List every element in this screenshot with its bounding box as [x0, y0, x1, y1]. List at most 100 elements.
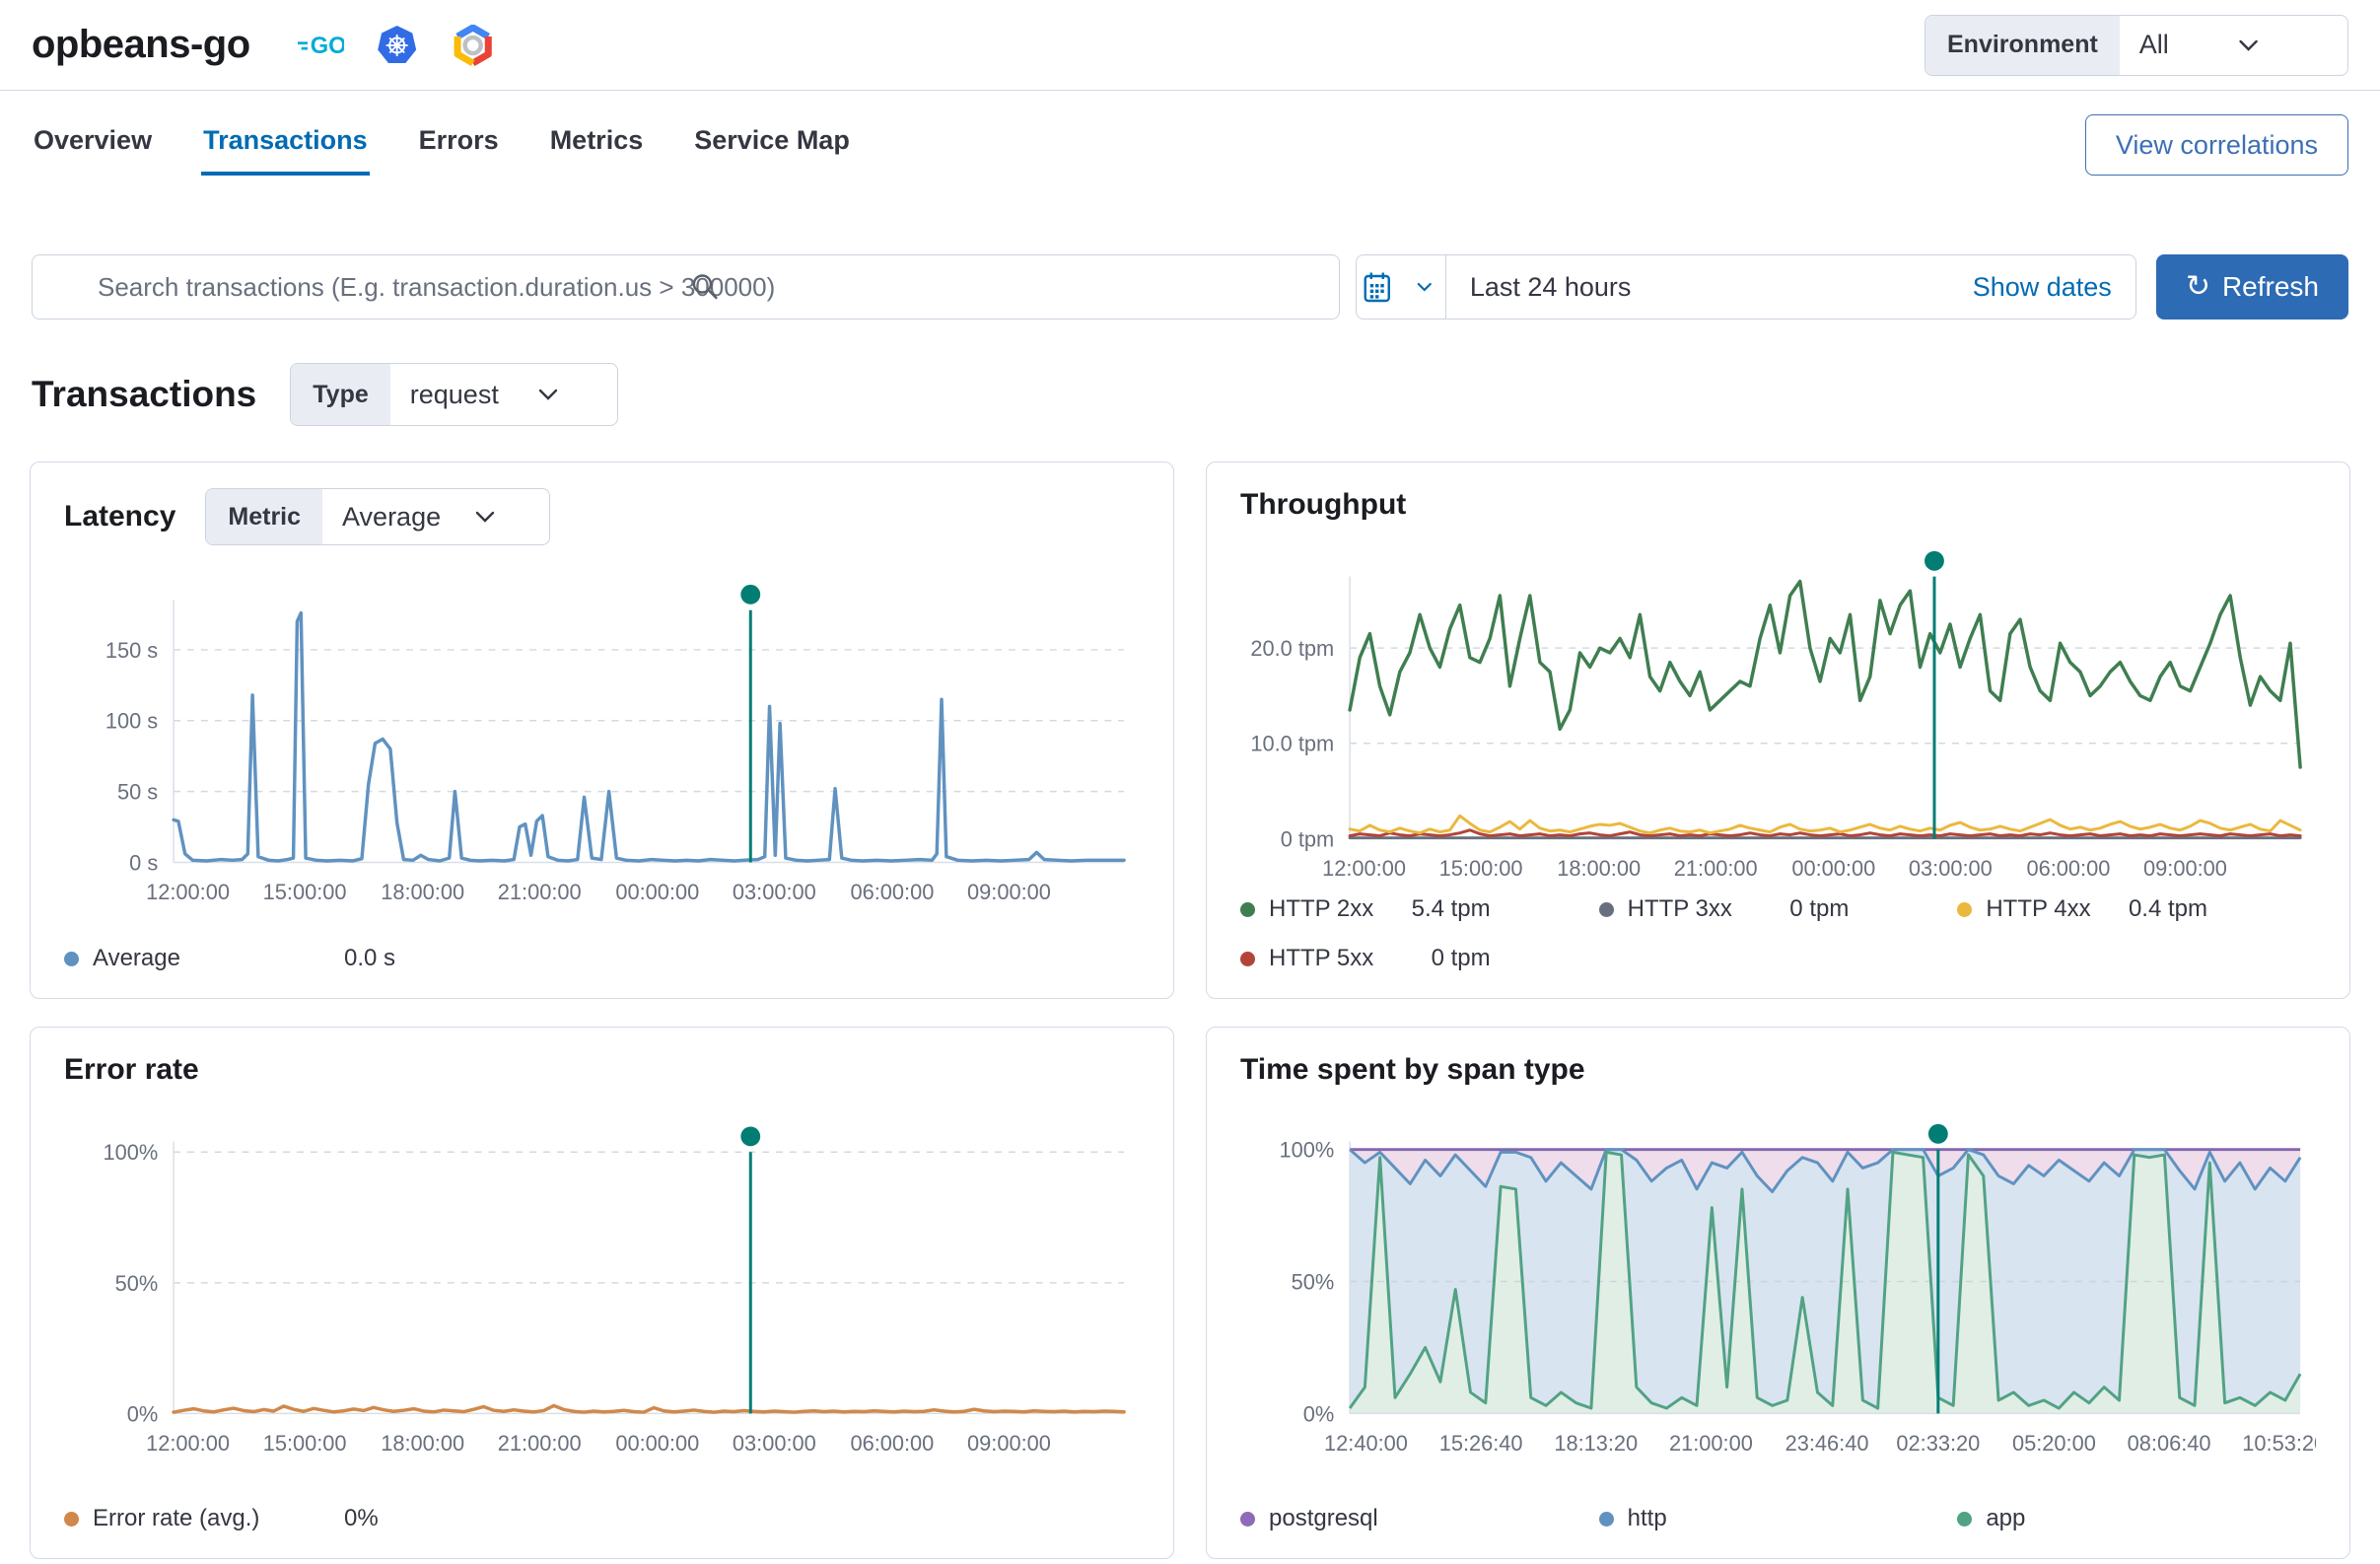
- svg-text:0%: 0%: [127, 1401, 159, 1426]
- legend-item[interactable]: Error rate (avg.) 0%: [64, 1505, 379, 1532]
- svg-text:06:00:00: 06:00:00: [850, 880, 934, 904]
- series-dot: [1957, 1511, 1973, 1527]
- refresh-icon: ↻: [2185, 269, 2210, 304]
- chevron-down-icon: [2239, 39, 2258, 51]
- error-rate-title: Error rate: [64, 1053, 199, 1086]
- tab-overview[interactable]: Overview: [34, 124, 153, 155]
- svg-text:23:46:40: 23:46:40: [1785, 1431, 1869, 1456]
- legend-item[interactable]: Average 0.0 s: [64, 945, 395, 972]
- svg-text:09:00:00: 09:00:00: [2143, 856, 2227, 881]
- svg-text:100%: 100%: [103, 1140, 158, 1165]
- transactions-heading-row: Transactions Type request: [32, 363, 2348, 426]
- tab-service-map[interactable]: Service Map: [694, 124, 850, 155]
- svg-text:15:00:00: 15:00:00: [263, 880, 347, 904]
- svg-text:00:00:00: 00:00:00: [615, 880, 699, 904]
- legend-item[interactable]: HTTP 2xx 5.4 tpm: [1240, 895, 1599, 923]
- legend-item[interactable]: postgresql: [1240, 1505, 1599, 1532]
- time-spent-title: Time spent by span type: [1240, 1053, 1585, 1086]
- service-agent-icons: GO: [297, 24, 497, 67]
- time-range-field[interactable]: Last 24 hours Show dates: [1445, 254, 2136, 320]
- svg-text:06:00:00: 06:00:00: [850, 1431, 934, 1456]
- environment-label: Environment: [1925, 15, 2120, 75]
- svg-text:15:00:00: 15:00:00: [1439, 856, 1523, 881]
- svg-text:03:00:00: 03:00:00: [733, 880, 816, 904]
- environment-selector[interactable]: Environment All: [1925, 14, 2348, 76]
- svg-text:18:00:00: 18:00:00: [1557, 856, 1641, 881]
- svg-text:06:00:00: 06:00:00: [2026, 856, 2110, 881]
- go-icon: GO: [297, 34, 344, 59]
- series-dot: [1598, 1511, 1614, 1527]
- svg-text:0%: 0%: [1303, 1401, 1335, 1426]
- type-label: Type: [291, 364, 390, 425]
- chevron-down-icon: [1417, 282, 1433, 292]
- svg-text:21:00:00: 21:00:00: [1674, 856, 1758, 881]
- latency-legend: Average 0.0 s: [64, 945, 1140, 972]
- legend-item[interactable]: HTTP 4xx 0.4 tpm: [1957, 895, 2316, 923]
- svg-text:18:13:20: 18:13:20: [1554, 1431, 1638, 1456]
- app-header: opbeans-go GO Environment: [0, 0, 2380, 91]
- legend-item[interactable]: HTTP 3xx 0 tpm: [1598, 895, 1958, 923]
- svg-text:18:00:00: 18:00:00: [381, 880, 464, 904]
- environment-value: All: [2138, 30, 2169, 59]
- chevron-down-icon: [475, 511, 495, 523]
- view-correlations-button[interactable]: View correlations: [2084, 114, 2348, 176]
- series-dot: [64, 951, 79, 966]
- search-input[interactable]: [32, 254, 1340, 320]
- legend-item[interactable]: http: [1598, 1505, 1958, 1532]
- throughput-legend: HTTP 2xx 5.4 tpm HTTP 3xx 0 tpm HTTP 4xx…: [1240, 895, 2316, 972]
- svg-text:12:00:00: 12:00:00: [146, 880, 230, 904]
- latency-metric-select[interactable]: Metric Average: [205, 488, 551, 545]
- svg-text:50%: 50%: [115, 1271, 159, 1296]
- refresh-button[interactable]: ↻ Refresh: [2155, 254, 2348, 320]
- svg-text:21:00:00: 21:00:00: [1669, 1431, 1753, 1456]
- error-rate-chart[interactable]: 0% 50% 100% 12:00:00 15:00:00 18:00:00 21:00:0…: [64, 1101, 1140, 1462]
- svg-text:21:00:00: 21:00:00: [498, 880, 582, 904]
- svg-text:00:00:00: 00:00:00: [615, 1431, 699, 1456]
- series-dot: [1240, 1511, 1255, 1527]
- transaction-type-select[interactable]: Type request: [290, 363, 618, 426]
- tab-errors[interactable]: Errors: [418, 124, 499, 155]
- svg-text:150 s: 150 s: [105, 638, 158, 663]
- time-range-value: Last 24 hours: [1469, 271, 1632, 302]
- svg-text:GO: GO: [310, 34, 344, 59]
- latency-title: Latency: [64, 500, 176, 533]
- time-spent-panel: Time spent by span type 0% 50% 100% 12:40:0…: [1206, 1027, 2350, 1559]
- svg-text:08:06:40: 08:06:40: [2128, 1431, 2211, 1456]
- legend-item[interactable]: HTTP 5xx 0 tpm: [1240, 945, 1599, 972]
- svg-text:12:40:00: 12:40:00: [1324, 1431, 1408, 1456]
- page-title: Transactions: [32, 374, 257, 414]
- filter-bar: Last 24 hours Show dates ↻ Refresh: [32, 254, 2348, 320]
- svg-text:0 s: 0 s: [129, 850, 158, 875]
- error-rate-panel: Error rate 0% 50% 100% 12:00:00 15:00:00 18:0…: [30, 1027, 1174, 1559]
- tab-transactions[interactable]: Transactions: [201, 115, 370, 176]
- calendar-button[interactable]: [1355, 254, 1446, 320]
- svg-text:21:00:00: 21:00:00: [498, 1431, 582, 1456]
- svg-text:10.0 tpm: 10.0 tpm: [1250, 732, 1334, 756]
- svg-text:100%: 100%: [1279, 1138, 1334, 1163]
- calendar-icon: [1364, 272, 1390, 303]
- search-icon: [692, 274, 718, 300]
- chevron-down-icon: [538, 389, 557, 400]
- legend-item[interactable]: app: [1957, 1505, 2316, 1532]
- throughput-title: Throughput: [1240, 488, 1407, 521]
- svg-text:03:00:00: 03:00:00: [733, 1431, 816, 1456]
- series-dot: [1240, 951, 1255, 966]
- throughput-chart[interactable]: 0 tpm 10.0 tpm 20.0 tpm 12:00:00 15:00:00 18:…: [1240, 535, 2316, 888]
- kubernetes-icon: [378, 25, 417, 63]
- svg-text:00:00:00: 00:00:00: [1791, 856, 1875, 881]
- time-spent-legend: postgresql http app: [1240, 1505, 2316, 1532]
- time-spent-chart[interactable]: 0% 50% 100% 12:40:00 15:26:40 18:13:20 21:00:0…: [1240, 1101, 2316, 1462]
- show-dates-link[interactable]: Show dates: [1972, 271, 2112, 302]
- svg-text:100 s: 100 s: [105, 709, 158, 734]
- metric-value: Average: [342, 501, 442, 532]
- svg-text:10:53:20: 10:53:20: [2242, 1431, 2316, 1456]
- svg-text:50 s: 50 s: [117, 780, 158, 805]
- svg-text:0 tpm: 0 tpm: [1281, 826, 1335, 851]
- tab-bar: Overview Transactions Errors Metrics Ser…: [0, 91, 2380, 199]
- error-rate-legend: Error rate (avg.) 0%: [64, 1505, 1140, 1532]
- tab-metrics[interactable]: Metrics: [549, 124, 644, 155]
- latency-chart[interactable]: 0 s 50 s 100 s 150 s 12:00:00 15:00:00 18:00:0…: [64, 559, 1140, 911]
- charts-grid: Latency Metric Average 0 s 50 s 100 s 150 s…: [30, 462, 2350, 1559]
- svg-text:20.0 tpm: 20.0 tpm: [1250, 636, 1334, 661]
- svg-text:05:20:00: 05:20:00: [2012, 1431, 2096, 1456]
